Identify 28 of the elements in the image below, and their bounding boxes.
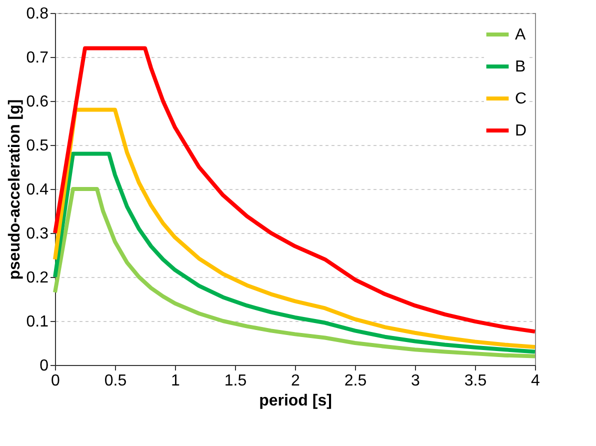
y-tick-label: 0.4: [26, 182, 49, 198]
y-tick-label: 0.2: [26, 270, 49, 286]
x-tick-label: 4: [531, 372, 540, 390]
y-tick-label: 0.6: [26, 94, 49, 110]
x-tick-label: 3: [411, 372, 420, 390]
y-tick-label: 0.3: [26, 226, 49, 242]
x-tick-label: 0.5: [104, 372, 127, 390]
y-tick-label: 0.1: [26, 314, 49, 330]
line-series: [53, 46, 537, 334]
x-tick-label: 1: [171, 372, 180, 390]
legend-label: C: [515, 90, 527, 108]
x-tick-label: 2: [291, 372, 300, 390]
legend-label: B: [515, 58, 526, 76]
line-series: [53, 108, 537, 349]
line-series: [53, 152, 537, 354]
x-axis-title: period [s]: [259, 392, 332, 410]
y-tick-label: 0: [40, 358, 49, 374]
legend-label: D: [515, 122, 527, 140]
y-tick-label: 0.5: [26, 138, 49, 154]
y-axis-title: pseudo-acceleration [g]: [6, 99, 24, 280]
x-tick-label: 2.5: [344, 372, 367, 390]
legend-label: A: [515, 26, 526, 44]
x-tick-label: 1.5: [224, 372, 247, 390]
x-tick-label: 3.5: [464, 372, 487, 390]
line-series: [53, 187, 537, 358]
y-tick-label: 0.7: [26, 50, 49, 66]
x-tick-label: 0: [51, 372, 60, 390]
y-tick-label: 0.8: [26, 6, 49, 22]
